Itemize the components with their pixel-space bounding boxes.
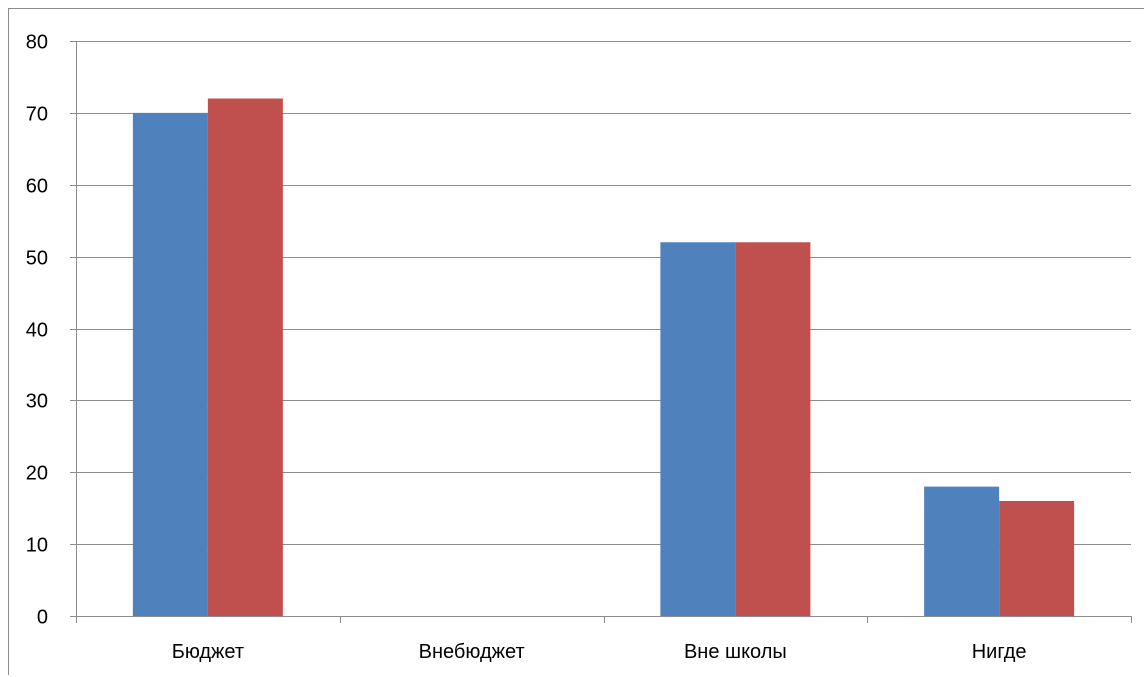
bar-series1-3: [924, 486, 1000, 616]
bar-series2-2: [735, 242, 811, 616]
y-tick-label-40: 40: [26, 320, 48, 342]
y-tick-label-50: 50: [26, 248, 48, 270]
axes: [70, 41, 1132, 623]
y-tick-label-20: 20: [26, 463, 48, 485]
chart-frame: [8, 8, 1144, 675]
bar-series1-2: [660, 242, 736, 616]
y-tick-label-70: 70: [26, 104, 48, 126]
y-tick-label-30: 30: [26, 391, 48, 413]
bar-series2-3: [999, 501, 1075, 616]
y-tick-label-10: 10: [26, 535, 48, 557]
x-tick-label-2: Вне школы: [684, 641, 787, 663]
x-tick-label-1: Внебюджет: [419, 641, 525, 663]
y-tick-label-80: 80: [26, 32, 48, 54]
y-tick-label-0: 0: [37, 607, 48, 629]
x-tick-label-0: Бюджет: [172, 641, 244, 663]
x-tick-label-3: Нигде: [972, 641, 1027, 663]
gridlines: [76, 41, 1131, 545]
bars: [132, 98, 1075, 616]
bar-series2-0: [207, 98, 283, 616]
tick-labels: 0 10 20 30 40 50 60 70 80 Бюджет Внебюджет Вне школ…: [26, 32, 1027, 664]
y-tick-label-60: 60: [26, 176, 48, 198]
bar-series1-0: [132, 112, 208, 616]
